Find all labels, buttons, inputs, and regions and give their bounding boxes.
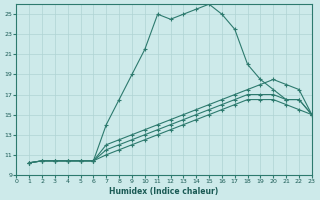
X-axis label: Humidex (Indice chaleur): Humidex (Indice chaleur) [109,187,219,196]
